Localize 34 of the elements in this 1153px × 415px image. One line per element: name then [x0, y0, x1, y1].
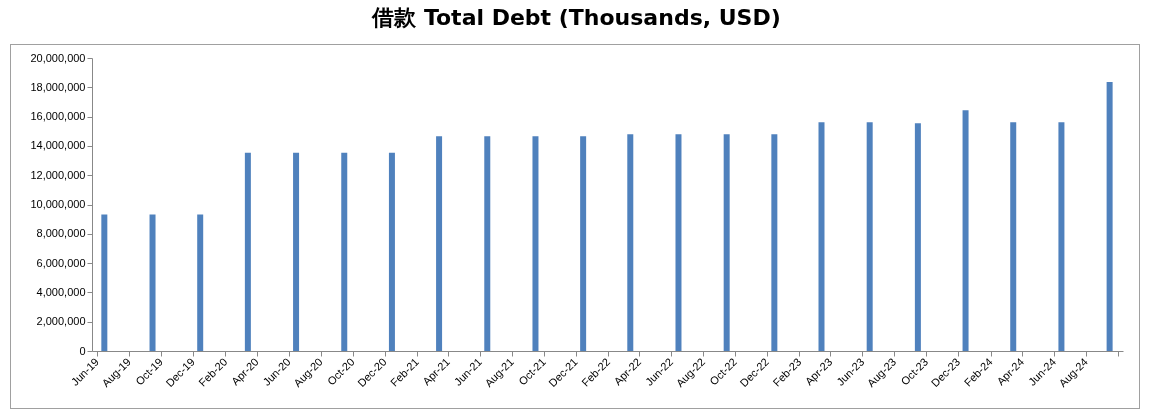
bar — [149, 214, 156, 351]
y-tick-label: 20,000,000 — [30, 51, 86, 64]
y-tick-label: 2,000,000 — [36, 315, 86, 328]
y-tick-label: 18,000,000 — [30, 80, 86, 93]
y-tick-label: 8,000,000 — [36, 227, 86, 240]
y-tick-label: 4,000,000 — [36, 285, 86, 298]
bar — [1106, 82, 1113, 351]
bar — [627, 134, 634, 351]
bar — [388, 152, 395, 351]
bar — [341, 152, 348, 351]
bar — [532, 136, 539, 351]
bar — [1010, 122, 1017, 351]
bar — [484, 136, 491, 351]
bar — [293, 152, 300, 351]
bar — [866, 122, 873, 351]
bar — [101, 214, 108, 351]
bar — [675, 134, 682, 351]
bar — [723, 134, 730, 351]
bar — [436, 136, 443, 351]
y-tick-label: 14,000,000 — [30, 139, 86, 152]
bar — [580, 136, 587, 351]
bar — [818, 122, 825, 351]
bar — [914, 123, 921, 351]
y-tick-label: 10,000,000 — [30, 198, 86, 210]
bar — [1058, 122, 1065, 351]
bar — [197, 214, 204, 351]
y-tick-label: 16,000,000 — [30, 110, 86, 123]
y-tick-label: 6,000,000 — [36, 256, 86, 269]
bar — [771, 134, 778, 351]
bar — [962, 110, 969, 351]
bar — [244, 152, 251, 351]
chart-title: 借款 Total Debt (Thousands, USD) — [371, 5, 781, 30]
y-tick-label: 0 — [79, 344, 86, 357]
y-tick-label: 12,000,000 — [30, 168, 86, 181]
